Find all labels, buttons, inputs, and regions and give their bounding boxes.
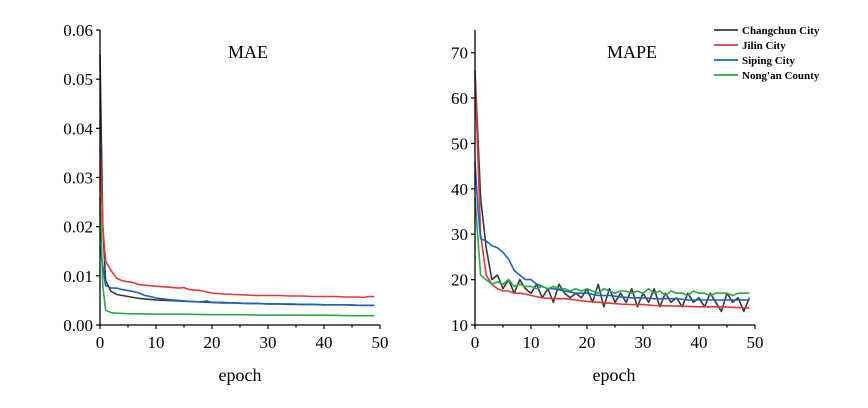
mae-y-tick-label: 0.00 xyxy=(63,316,93,335)
mape-y-tick-label: 10 xyxy=(451,316,468,335)
mae-series-layer xyxy=(99,54,375,317)
mape-x-tick-label: 30 xyxy=(635,333,652,352)
mape-y-tick-label: 50 xyxy=(451,134,468,153)
mape-series-changchun xyxy=(474,70,751,313)
mape-legend-label-jilin: Jilin City xyxy=(742,40,786,52)
mape-y-tick-label: 20 xyxy=(451,271,468,290)
mape-x-tick-label: 50 xyxy=(747,333,764,352)
mape-legend-label-nongan: Nong'an County xyxy=(742,70,820,82)
mape-x-tick-label: 20 xyxy=(579,333,596,352)
mape-series-nongan xyxy=(474,197,750,297)
mape-y-tick-label: 40 xyxy=(451,180,468,199)
mae-y-tick-label: 0.03 xyxy=(63,169,93,188)
mape-series-siping xyxy=(474,161,750,301)
mae-y-tick-label: 0.01 xyxy=(63,267,93,286)
mape-axes xyxy=(474,30,755,326)
mae-x-tick-label: 20 xyxy=(204,333,221,352)
mae-series-nongan xyxy=(99,197,375,317)
mape-y-tick-label: 70 xyxy=(451,44,468,63)
mape-legend-label-siping: Siping City xyxy=(742,55,795,67)
mape-y-tick-label: 30 xyxy=(451,225,468,244)
mape-legend: Changchun City Jilin City Siping City Nong'… xyxy=(714,25,820,82)
mae-y-tick-label: 0.02 xyxy=(63,218,93,237)
mae-chart: MAE 0 10 20 30 40 500.000.010.020.030.040.050… xyxy=(63,21,388,385)
mae-series-jilin xyxy=(99,147,375,299)
mape-y-tick-label: 60 xyxy=(451,89,468,108)
mape-x-label: epoch xyxy=(593,365,636,385)
mae-title: MAE xyxy=(228,42,268,62)
mae-ticks: 0 10 20 30 40 50 0.00 0.01 0.02 0.03 0.04 0.05 0.06 xyxy=(63,21,388,352)
mae-x-label: epoch xyxy=(219,365,262,385)
mae-y-tick-label: 0.04 xyxy=(63,119,93,138)
mae-series-siping xyxy=(99,246,375,307)
mae-x-tick-label: 10 xyxy=(148,333,165,352)
mae-x-tick-label: 50 xyxy=(372,333,389,352)
mae-y-tick-label: 0.05 xyxy=(63,70,93,89)
mae-y-tick-label: 0.06 xyxy=(63,21,93,40)
mape-x-tick-label: 40 xyxy=(691,333,708,352)
mape-title: MAPE xyxy=(607,42,657,62)
mae-axes xyxy=(99,30,380,326)
mape-legend-label-changchun: Changchun City xyxy=(742,25,820,37)
mae-x-tick-label: 40 xyxy=(316,333,333,352)
mape-x-tick-label: 0 xyxy=(471,333,480,352)
mape-x-tick-label: 10 xyxy=(523,333,540,352)
mae-x-tick-label: 30 xyxy=(260,333,277,352)
mae-series-changchun xyxy=(99,54,375,307)
mape-series-jilin xyxy=(474,75,750,309)
mape-series-layer xyxy=(474,70,751,313)
mae-x-tick-label: 0 xyxy=(96,333,105,352)
